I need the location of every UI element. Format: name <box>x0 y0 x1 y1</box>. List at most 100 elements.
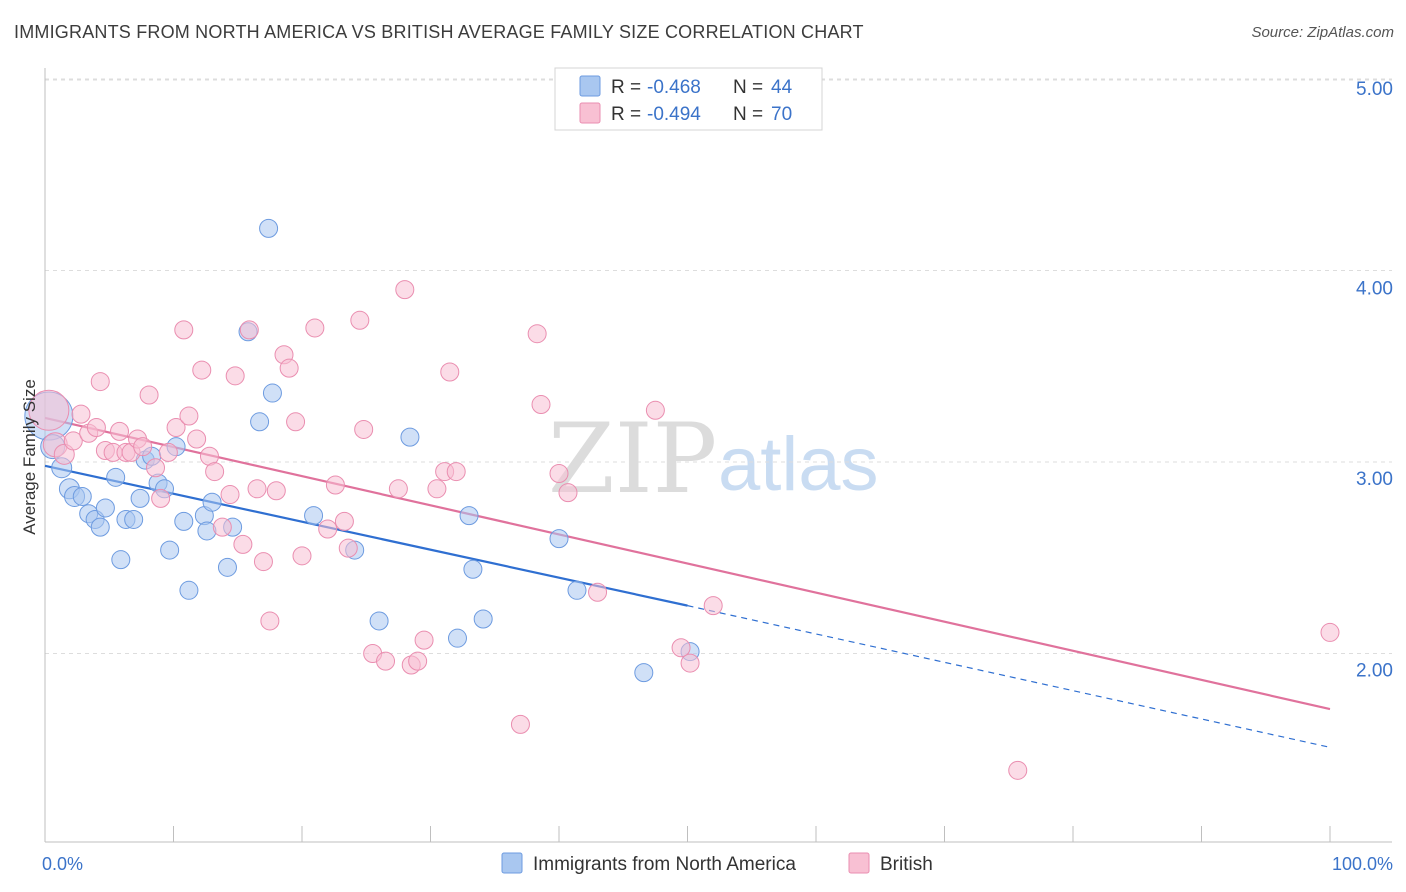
y-axis-label: Average Family Size <box>20 379 39 535</box>
north-america-point-37 <box>459 506 479 526</box>
british-point-27 <box>220 485 240 505</box>
british-point-10 <box>110 421 130 441</box>
legend-n-label-2: N = <box>733 104 763 125</box>
british-point-32 <box>253 552 273 572</box>
british-point-4 <box>71 404 91 424</box>
source-credit: Source: ZipAtlas.com <box>1251 24 1394 41</box>
legend-r-label-2: R = <box>611 104 641 125</box>
british-point-29 <box>233 534 253 554</box>
north-america-point-29 <box>250 412 270 432</box>
british-point-60 <box>549 463 569 483</box>
north-america-point-8 <box>90 517 110 537</box>
legend-r-label-1: R = <box>611 77 641 98</box>
british-point-52 <box>414 630 434 650</box>
data-points <box>24 218 1340 780</box>
british-point-64 <box>671 638 691 658</box>
north-america-point-5 <box>72 486 92 506</box>
british-point-34 <box>266 481 286 501</box>
north-america-point-11 <box>111 550 131 570</box>
british-point-38 <box>292 546 312 566</box>
north-america-point-30 <box>259 218 279 238</box>
british-point-17 <box>151 488 171 508</box>
british-trend-line <box>44 416 1331 711</box>
british-point-63 <box>645 400 665 420</box>
british-point-41 <box>325 475 345 495</box>
north-america-point-21 <box>174 511 194 531</box>
british-point-37 <box>286 412 306 432</box>
british-point-53 <box>427 479 447 499</box>
british-point-20 <box>174 320 194 340</box>
british-point-40 <box>318 519 338 539</box>
british-point-49 <box>395 280 415 300</box>
north-america-point-31 <box>262 383 282 403</box>
british-point-21 <box>179 406 199 426</box>
british-point-33 <box>260 611 280 631</box>
british-point-48 <box>388 479 408 499</box>
british-point-14 <box>133 437 153 457</box>
british-point-51 <box>408 651 428 671</box>
british-point-3 <box>63 431 83 451</box>
british-point-22 <box>187 429 207 449</box>
british-point-47 <box>376 651 396 671</box>
british-point-26 <box>212 517 232 537</box>
y-tick-label-2: 3.00 <box>1356 469 1393 490</box>
y-tick-label-1: 4.00 <box>1356 279 1393 300</box>
british-point-7 <box>90 372 110 392</box>
north-america-point-13 <box>124 509 144 529</box>
legend-n-label-1: N = <box>733 77 763 98</box>
british-point-25 <box>205 462 225 482</box>
british-point-44 <box>350 310 370 330</box>
legend-swatch-north-america <box>579 75 601 97</box>
british-point-19 <box>166 418 186 438</box>
north-america-trend-extension <box>687 605 1331 748</box>
legend-r-value-2: -0.494 <box>647 104 701 125</box>
chart-title: IMMIGRANTS FROM NORTH AMERICA VS BRITISH… <box>14 22 864 42</box>
north-america-point-32 <box>304 506 324 526</box>
north-america-point-14 <box>130 488 150 508</box>
british-point-65 <box>680 653 700 673</box>
british-point-30 <box>239 320 259 340</box>
y-tick-label-3: 2.00 <box>1356 661 1393 682</box>
x-tick-label-max: 100.0% <box>1332 854 1393 874</box>
north-america-point-9 <box>95 498 115 518</box>
british-point-56 <box>446 462 466 482</box>
series-legend-label-north-america: Immigrants from North America <box>533 854 796 875</box>
legend-n-value-2: 70 <box>771 104 792 125</box>
axes: 0.0% 100.0% <box>42 68 1393 874</box>
north-america-point-25 <box>202 492 222 512</box>
british-point-31 <box>247 479 267 499</box>
british-point-68 <box>1320 622 1340 642</box>
legend-r-value-1: -0.468 <box>647 77 701 98</box>
north-america-point-39 <box>473 609 493 629</box>
north-america-point-41 <box>567 580 587 600</box>
british-point-59 <box>531 395 551 415</box>
british-point-15 <box>139 385 159 405</box>
legend-swatch-british <box>579 102 601 124</box>
watermark: ZIP atlas <box>548 403 879 515</box>
north-america-point-35 <box>400 427 420 447</box>
british-point-61 <box>558 483 578 503</box>
series-legend-label-british: British <box>880 854 933 875</box>
north-america-point-42 <box>634 663 654 683</box>
north-america-point-36 <box>447 628 467 648</box>
correlation-legend: R = -0.468 N = 44 R = -0.494 N = 70 <box>554 67 823 131</box>
series-legend-swatch-british <box>848 852 870 874</box>
british-point-42 <box>334 511 354 531</box>
british-point-62 <box>588 582 608 602</box>
british-point-18 <box>158 442 178 462</box>
north-america-point-26 <box>217 557 237 577</box>
british-point-6 <box>86 418 106 438</box>
british-point-57 <box>510 714 530 734</box>
british-point-43 <box>338 538 358 558</box>
british-point-28 <box>225 366 245 386</box>
series-legend: Immigrants from North America British <box>501 852 933 875</box>
british-point-39 <box>305 318 325 338</box>
legend-n-value-1: 44 <box>771 77 793 98</box>
british-point-45 <box>354 419 374 439</box>
british-point-67 <box>1008 760 1028 780</box>
british-point-36 <box>279 358 299 378</box>
british-point-58 <box>527 324 547 344</box>
watermark-atlas: atlas <box>718 422 879 507</box>
north-america-point-22 <box>179 580 199 600</box>
